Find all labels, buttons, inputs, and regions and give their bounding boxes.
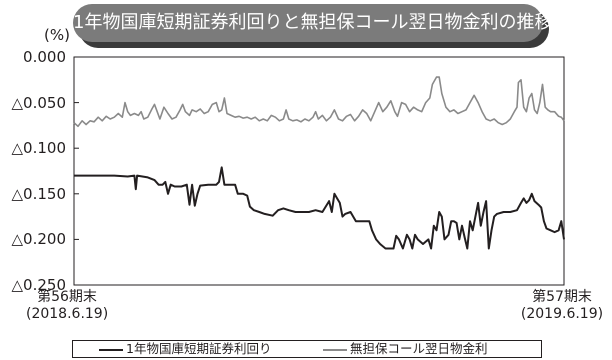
x-end-date: (2019.6.19) — [520, 306, 604, 322]
y-axis-unit-label: (%) — [44, 26, 70, 44]
legend-swatch-tbill — [99, 348, 123, 351]
y-tick-label: △0.150 — [11, 184, 66, 203]
legend-label-call-rate: 無担保コール翌日物金利 — [350, 341, 488, 356]
tbill-series-line — [74, 166, 565, 250]
chart-legend: 1年物国庫短期証券利回り 無担保コール翌日物金利 — [72, 340, 542, 358]
y-tick-label: △0.100 — [11, 139, 66, 158]
x-axis-start-label: 第56期末 (2018.6.19) — [26, 289, 108, 323]
chart-title: 1年物国庫短期証券利回りと無担保コール翌日物金利の推移 — [73, 4, 552, 42]
plot-frame — [73, 56, 565, 286]
legend-item-tbill: 1年物国庫短期証券利回り — [99, 341, 271, 357]
x-start-period: 第56期末 — [37, 289, 97, 305]
y-tick-label: △0.250 — [11, 276, 66, 294]
legend-item-call-rate: 無担保コール翌日物金利 — [323, 341, 488, 357]
x-end-period: 第57期末 — [532, 289, 592, 305]
y-tick-label: △0.200 — [11, 230, 66, 249]
chart-title-banner: 1年物国庫短期証券利回りと無担保コール翌日物金利の推移 — [73, 4, 552, 48]
y-tick-label: △0.050 — [11, 93, 66, 112]
call-rate-series-line — [73, 76, 565, 128]
x-axis-end-label: 第57期末 (2019.6.19) — [518, 289, 606, 323]
legend-swatch-call-rate — [323, 348, 347, 351]
y-tick-label: 0.000 — [23, 48, 66, 66]
legend-label-tbill: 1年物国庫短期証券利回り — [126, 341, 272, 356]
x-start-date: (2018.6.19) — [26, 306, 109, 322]
